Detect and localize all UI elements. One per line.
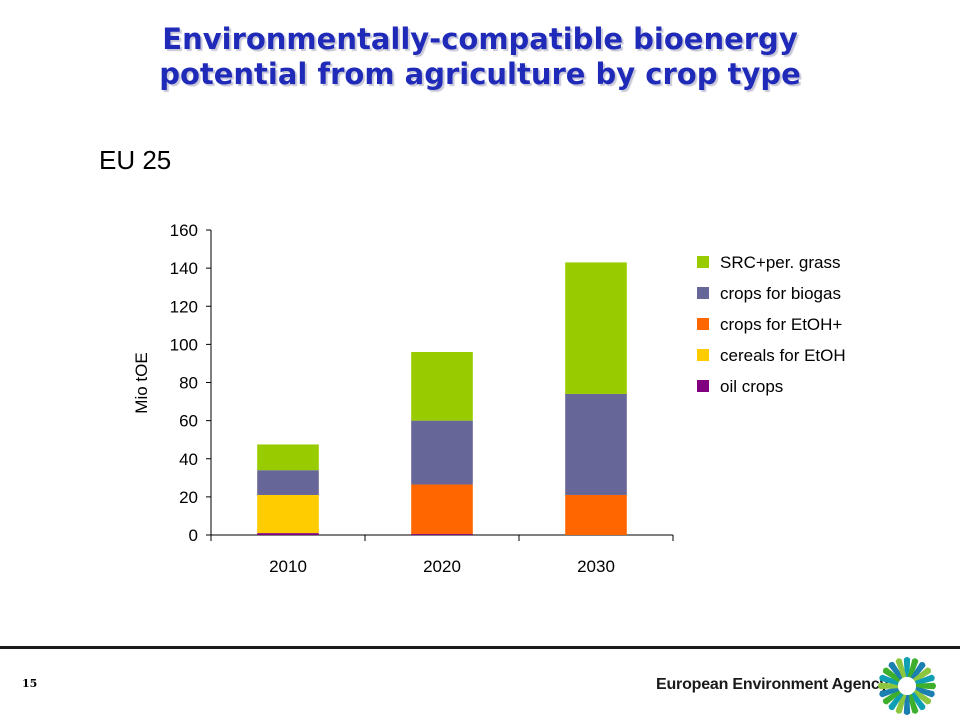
logo-ray [895,693,907,714]
chart-title: EU 25 [99,145,172,175]
bar-segment [411,420,473,485]
logo-ray [879,686,900,698]
logo-ray [895,658,907,679]
y-tick-label: 80 [179,374,198,393]
logo-ray [907,693,919,714]
legend-label: oil crops [720,377,783,396]
logo-ray [916,682,936,690]
logo-ray [910,691,926,710]
eea-logo-icon [878,657,936,715]
logo-ray [914,674,935,686]
y-tick-label: 100 [170,335,198,354]
bar-segment [257,470,319,495]
logo-ray [907,658,919,679]
slide-title-line1: Environmentally-compatible bioenergy [162,22,798,56]
logo-ray [910,662,926,681]
logo-ray [912,667,931,683]
bar-segment [257,444,319,471]
logo-ray [914,686,935,698]
x-tick-label: 2020 [423,557,461,576]
bar-segment [565,262,627,394]
y-tick-label: 20 [179,488,198,507]
legend-swatch [697,256,709,268]
legend-label: SRC+per. grass [720,253,840,272]
bar-segment [411,484,473,535]
footer-divider [0,646,960,649]
bioenergy-stacked-bar-chart: 0 20 40 60 80 100 120 140 160 2010 2020 2030 Mio tOE… [132,221,846,576]
slide-title-line2: potential from agriculture by crop type [159,57,801,91]
y-tick-label: 0 [189,526,198,545]
slide-title: Environmentally-compatible bioenergy pot… [0,22,960,92]
logo-ray [878,682,898,690]
bar-segment [565,494,627,535]
y-axis-label: Mio tOE [132,352,151,413]
logo-ray [879,674,900,686]
bar-segment [411,352,473,421]
bar-segment [257,533,319,535]
y-tick-label: 40 [179,450,198,469]
bar-segment [411,534,473,535]
y-tick-label: 120 [170,297,198,316]
logo-ray [883,667,902,683]
y-tick-label: 160 [170,221,198,240]
logo-ray [912,689,931,705]
legend-swatch [697,287,709,299]
legend-swatch [697,380,709,392]
agency-name: European Environment Agency [656,676,889,693]
logo-ray [888,691,904,710]
page-number: 15 [22,677,38,690]
legend-label: crops for biogas [720,284,841,303]
legend-label: cereals for EtOH [720,346,846,365]
logo-ray [903,657,911,677]
legend-swatch [697,349,709,361]
bar-segment [257,494,319,534]
bar-segment [565,393,627,495]
x-tick-label: 2030 [577,557,615,576]
x-tick-label: 2010 [269,557,307,576]
y-tick-label: 60 [179,412,198,431]
legend-swatch [697,318,709,330]
legend-label: crops for EtOH+ [720,315,842,334]
logo-ray [888,662,904,681]
y-tick-label: 140 [170,259,198,278]
logo-ray [903,695,911,715]
logo-ray [883,689,902,705]
